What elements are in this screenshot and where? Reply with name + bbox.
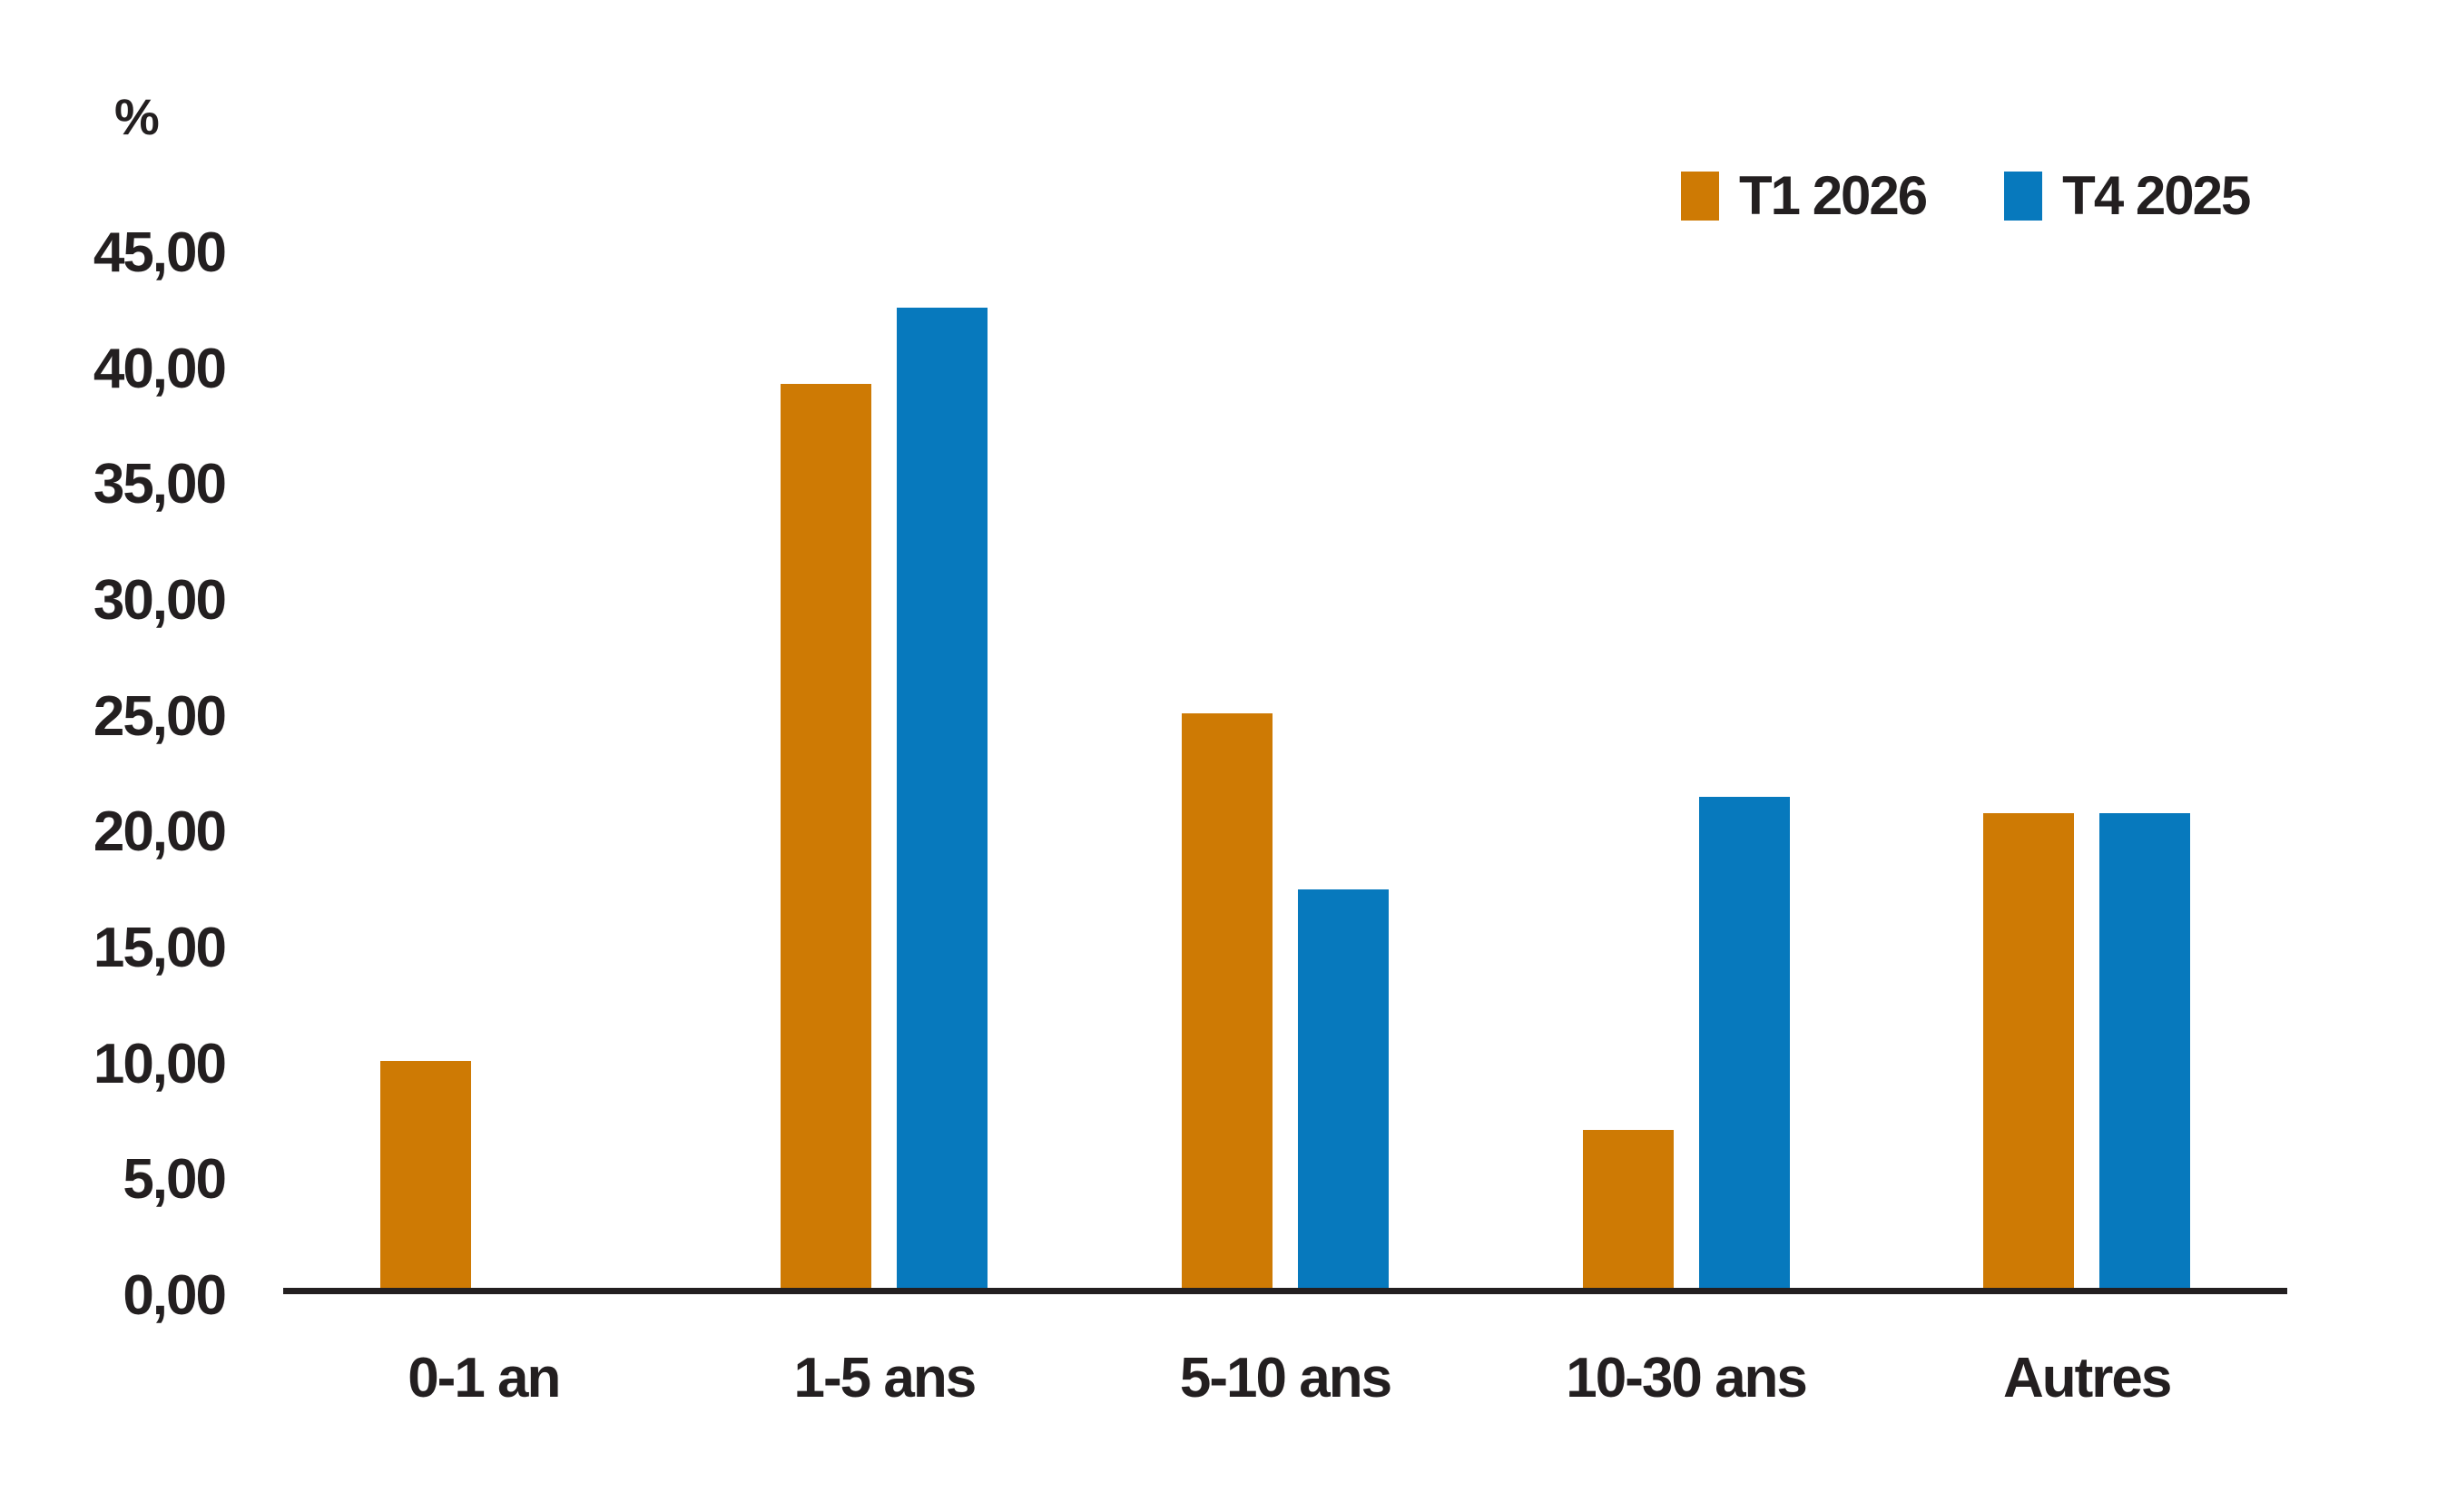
y-axis-tick-label: 35,00 <box>93 453 227 516</box>
bar-t1-2026 <box>1983 813 2075 1288</box>
x-axis-category-label: 1-5 ans <box>793 1347 978 1409</box>
bar-t1-2026 <box>379 1061 471 1288</box>
bar-group-10-30-ans <box>1486 182 1887 1288</box>
legend-label-t1-2026: T1 2026 <box>1739 165 1928 226</box>
plot-area <box>283 182 2287 1294</box>
bar-t4-2025 <box>2099 813 2191 1288</box>
x-axis-category-label: Autres <box>2002 1347 2172 1409</box>
bar-group-5-10-ans <box>1085 182 1486 1288</box>
legend-swatch-t4-2025 <box>2004 172 2043 221</box>
x-axis: 0-1 an 1-5 ans 5-10 ans 10-30 ans Autres <box>283 1350 2287 1432</box>
bar-t1-2026 <box>1582 1130 1674 1288</box>
bar-group-0-1-an <box>283 182 684 1288</box>
y-axis-tick-label: 5,00 <box>123 1148 227 1212</box>
bar-group-autres <box>1886 182 2287 1288</box>
bar-t1-2026 <box>781 384 872 1288</box>
y-axis-tick-label: 10,00 <box>93 1032 227 1095</box>
y-axis-tick-label: 45,00 <box>93 221 227 284</box>
y-axis-tick-label: 20,00 <box>93 800 227 864</box>
bar-t1-2026 <box>1181 713 1273 1288</box>
legend-item-t4-2025: T4 2025 <box>2004 165 2251 226</box>
legend-label-t4-2025: T4 2025 <box>2062 165 2251 226</box>
y-axis-tick-label: 0,00 <box>123 1264 227 1327</box>
y-axis-tick-label: 30,00 <box>93 569 227 632</box>
y-axis: 0,00 5,00 10,00 15,00 20,00 25,00 30,00 35,00 40… <box>0 0 227 1512</box>
legend-swatch-t1-2026 <box>1681 172 1719 221</box>
bar-t4-2025 <box>897 308 988 1288</box>
x-axis-line <box>283 1288 2287 1294</box>
legend: T1 2026 T4 2025 <box>1681 165 2251 226</box>
bar-t4-2025 <box>1698 797 1790 1288</box>
y-axis-tick-label: 15,00 <box>93 917 227 979</box>
y-axis-tick-label: 25,00 <box>93 684 227 748</box>
y-axis-tick-label: 40,00 <box>93 337 227 400</box>
bar-group-1-5-ans <box>684 182 1086 1288</box>
bar-t4-2025 <box>1297 889 1389 1288</box>
x-axis-category-label: 10-30 ans <box>1566 1347 1808 1409</box>
y-axis-title: % <box>114 88 160 145</box>
legend-item-t1-2026: T1 2026 <box>1681 165 1928 226</box>
x-axis-category-label: 5-10 ans <box>1179 1347 1392 1409</box>
x-axis-category-label: 0-1 an <box>408 1347 561 1409</box>
